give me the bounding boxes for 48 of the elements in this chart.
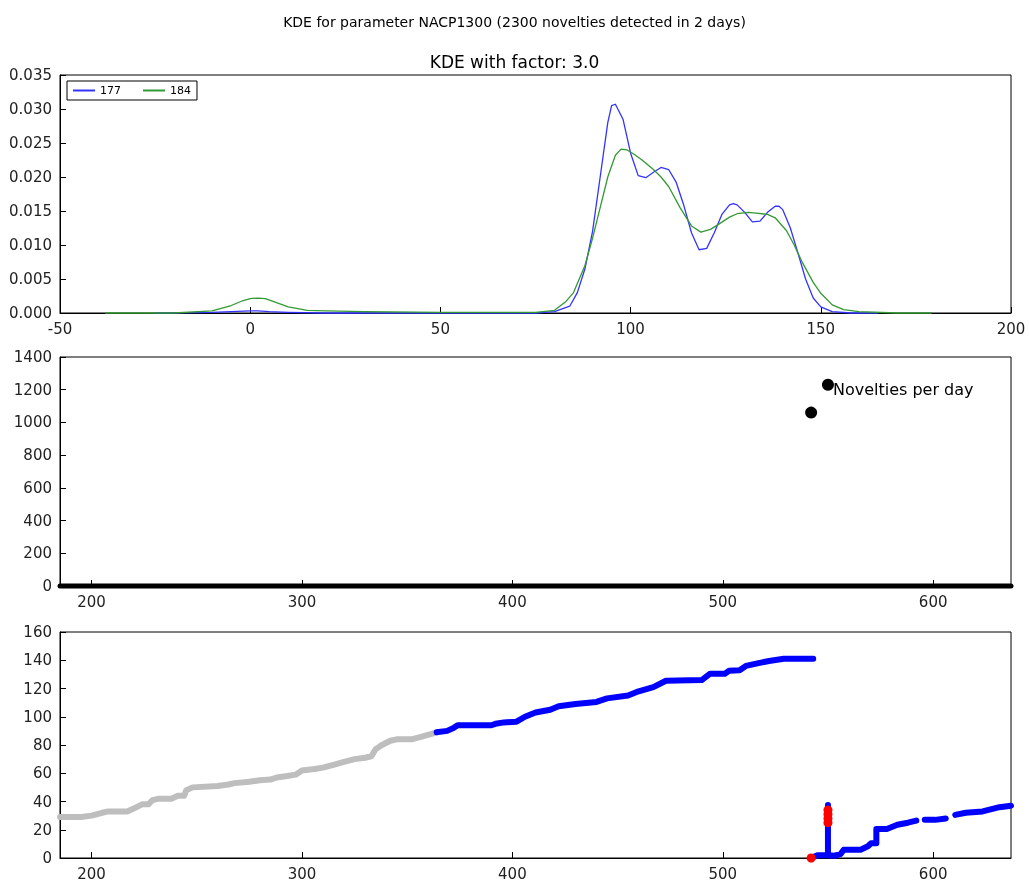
- x-tick-label: 200: [996, 319, 1026, 338]
- y-tick-label: 0.035: [9, 66, 52, 84]
- x-tick-label: 150: [806, 319, 836, 338]
- y-tick-label: 0: [42, 577, 52, 595]
- chart-subtitle: KDE with factor: 3.0: [429, 51, 600, 72]
- x-tick-label: 500: [708, 864, 738, 883]
- x-tick-label: 200: [77, 864, 106, 883]
- y-tick-label: 20: [32, 820, 52, 839]
- y-tick-label: 200: [23, 544, 52, 563]
- y-tick-label: 120: [23, 679, 52, 698]
- point: [806, 853, 816, 863]
- x-tick-label: 400: [498, 592, 527, 611]
- chart-title: KDE for parameter NACP1300 (2300 novelties detected in 2 days): [283, 14, 746, 30]
- x-tick-label: 500: [708, 592, 738, 611]
- y-tick-label: 400: [23, 511, 52, 530]
- y-tick-label: 1400: [13, 348, 52, 366]
- y-tick-label: 100: [23, 707, 52, 726]
- x-tick-label: 600: [918, 592, 948, 611]
- legend-label: 177: [100, 84, 121, 97]
- y-tick-label: 800: [23, 446, 52, 465]
- annotation: Novelties per day: [832, 380, 974, 400]
- y-tick-label: 0.025: [9, 134, 52, 152]
- y-tick-label: 140: [23, 651, 52, 670]
- y-tick-label: 0: [42, 849, 52, 867]
- y-tick-label: 0.030: [9, 100, 52, 118]
- y-tick-label: 0.015: [9, 202, 52, 220]
- y-tick-label: 0.005: [9, 270, 52, 288]
- legend-label: 184: [170, 84, 191, 97]
- y-tick-label: 0.010: [9, 236, 52, 254]
- x-tick-label: 200: [77, 592, 106, 611]
- x-tick-label: 0: [245, 319, 255, 338]
- y-tick-label: 60: [32, 764, 52, 783]
- line-series: [105, 148, 932, 314]
- x-tick-label: 100: [616, 319, 645, 338]
- y-tick-label: 0.020: [9, 168, 52, 186]
- y-tick-label: 0.000: [9, 304, 52, 322]
- y-tick-label: 600: [23, 478, 52, 497]
- x-tick-label: 300: [287, 592, 317, 611]
- y-tick-label: 1200: [13, 380, 52, 399]
- x-tick-label: 600: [918, 864, 948, 883]
- x-tick-label: -50: [47, 319, 73, 338]
- x-tick-label: 300: [287, 864, 317, 883]
- x-tick-label: 400: [498, 864, 527, 883]
- y-tick-label: 40: [32, 792, 52, 811]
- x-tick-label: 50: [430, 319, 450, 338]
- y-tick-label: 1000: [13, 413, 52, 432]
- y-tick-label: 80: [32, 736, 52, 754]
- y-tick-label: 160: [23, 623, 52, 641]
